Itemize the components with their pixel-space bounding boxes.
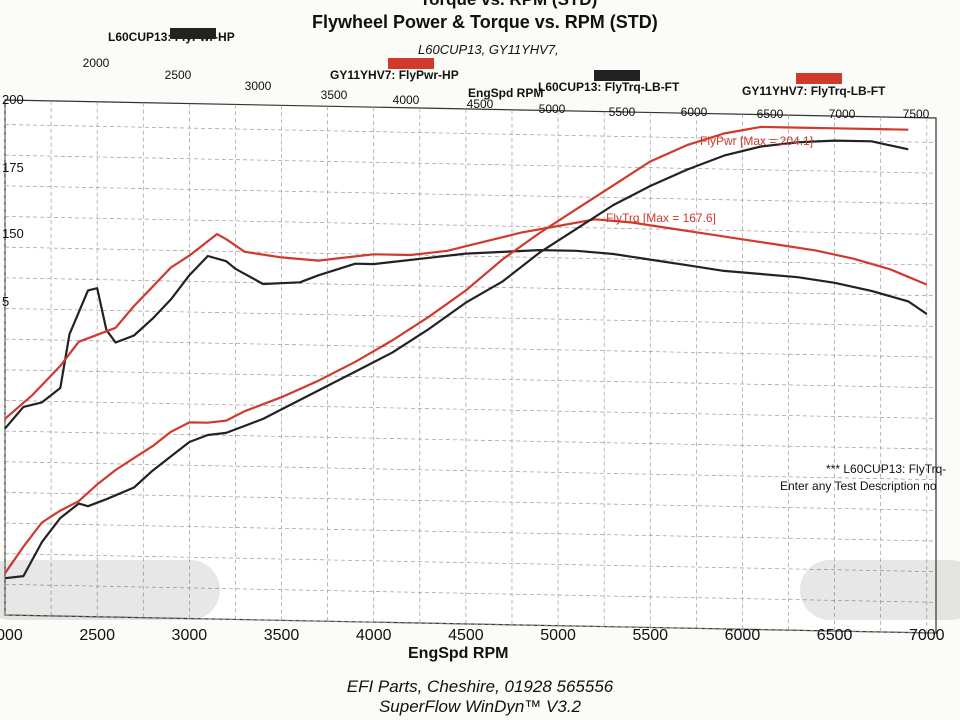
top-axis-title: EngSpd RPM — [468, 86, 544, 100]
legend-swatch-l60-tq — [594, 70, 640, 81]
top-tick-label: 7000 — [829, 107, 856, 121]
top-tick-label: 4000 — [393, 93, 420, 107]
x-tick-label: 2000 — [0, 627, 23, 644]
x-tick-label: 3500 — [264, 627, 300, 644]
series-line-2 — [4, 139, 909, 580]
x-axis-title: EngSpd RPM — [408, 645, 509, 662]
grid-hline — [4, 124, 937, 143]
grid-hline — [4, 246, 937, 266]
grid-hline — [4, 583, 937, 603]
chart-subtitle: L60CUP13, GY11YHV7, — [418, 42, 559, 57]
top-tick-label: 3500 — [321, 88, 348, 102]
legend-label-l60-tq: L60CUP13: FlyTrq-LB-FT — [538, 80, 680, 94]
series-line-3 — [4, 125, 909, 574]
legend-swatch-gy-tq — [796, 73, 842, 84]
y-tick-label: 5 — [2, 294, 9, 309]
series-line-0 — [4, 249, 928, 430]
photo-shadow-left — [0, 560, 220, 620]
x-tick-label: 2500 — [79, 627, 115, 644]
chart-annotation: FlyTrq [Max = 167.6] — [606, 211, 716, 225]
x-tick-label: 5000 — [540, 627, 576, 644]
footer-software: SuperFlow WinDyn™ V3.2 — [378, 697, 582, 716]
chart-annotation: FlyPwr [Max = 204.1] — [700, 134, 813, 148]
grid-hline — [4, 400, 937, 419]
grid-hline — [4, 154, 937, 174]
grid-hline — [4, 430, 937, 450]
grid — [4, 99, 937, 634]
x-tick-label: 5500 — [632, 627, 668, 644]
grid-hline — [4, 216, 937, 235]
x-tick-label: 3000 — [172, 627, 208, 644]
photo-shadow-right — [800, 560, 960, 620]
legend-label-gy-hp: GY11YHV7: FlyPwr-HP — [330, 68, 459, 82]
legend-swatch-gy-hp — [388, 58, 434, 69]
annotation-line2: Enter any Test Description no — [780, 479, 937, 493]
legend-label-gy-tq: GY11YHV7: FlyTrq-LB-FT — [742, 84, 886, 98]
y-tick-label: 150 — [2, 226, 24, 241]
top-tick-label: 3000 — [245, 79, 272, 93]
cut-title: Torque vs. RPM (STD) — [420, 0, 597, 10]
x-tick-label: 6500 — [817, 627, 853, 644]
x-tick-labels: 2000 2500 3000 3500 4000 4500 5000 5500 6000 6500… — [0, 627, 945, 644]
y-tick-labels: 200 175 150 5 — [2, 92, 24, 309]
top-tick-labels: 2000 2500 3000 3500 4000 4500 5000 5500 6000 6500… — [83, 56, 930, 121]
top-tick-label: 5000 — [539, 102, 566, 116]
annotations: FlyPwr [Max = 204.1] FlyTrq [Max = 167.6] — [606, 134, 813, 225]
y-tick-label: 200 — [2, 92, 24, 107]
grid-hline — [4, 185, 937, 205]
x-tick-label: 4000 — [356, 627, 392, 644]
plot-area — [4, 99, 937, 634]
footer-company: EFI Parts, Cheshire, 01928 565556 — [346, 677, 614, 696]
x-tick-label: 6000 — [725, 627, 761, 644]
top-tick-label: 6500 — [757, 107, 784, 121]
grid-hline — [4, 492, 937, 511]
y-tick-label: 175 — [2, 160, 24, 175]
top-tick-label: 2000 — [83, 56, 110, 70]
annotation-line1: *** L60CUP13: FlyTrq- — [826, 462, 947, 476]
x-tick-label: 7000 — [909, 627, 945, 644]
top-tick-label: 4500 — [467, 97, 494, 111]
chart-title: Flywheel Power & Torque vs. RPM (STD) — [312, 12, 658, 32]
top-tick-label: 6000 — [681, 105, 708, 119]
legend-swatch-l60-hp — [170, 28, 216, 39]
grid-hline — [4, 614, 937, 634]
top-tick-label: 5500 — [609, 105, 636, 119]
series-line-1 — [4, 218, 928, 420]
series-group — [4, 125, 928, 580]
x-tick-label: 4500 — [448, 627, 484, 644]
top-tick-label: 2500 — [165, 68, 192, 82]
top-tick-label: 7500 — [903, 107, 930, 121]
grid-hline — [4, 369, 937, 389]
grid-hline — [4, 522, 937, 542]
grid-hline — [4, 553, 937, 573]
grid-hline — [4, 338, 937, 358]
